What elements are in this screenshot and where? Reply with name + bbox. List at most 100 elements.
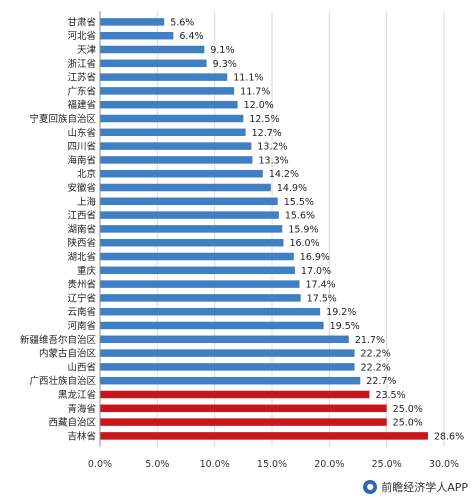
bar: [100, 114, 244, 123]
category-label: 天津: [77, 45, 97, 56]
value-label: 21.7%: [355, 335, 385, 346]
bar: [100, 100, 238, 109]
category-label: 云南省: [67, 306, 96, 318]
value-label: 19.2%: [326, 307, 356, 318]
wechat-style-badge-icon: ●: [363, 480, 378, 494]
bar: [100, 376, 361, 385]
bar: [100, 307, 321, 316]
bar: [100, 390, 370, 399]
category-labels: 甘肃省河北省天津浙江省江苏省广东省福建省宁夏回族自治区山东省四川省海南省北京安徽…: [20, 16, 97, 442]
value-label: 22.2%: [361, 362, 391, 373]
value-label: 17.0%: [301, 266, 331, 277]
value-label: 14.2%: [269, 169, 299, 180]
category-label: 安徽省: [67, 182, 96, 194]
x-tick-label: 25.0%: [372, 459, 402, 470]
value-label: 6.4%: [179, 31, 203, 42]
category-label: 福建省: [67, 99, 96, 111]
bar: [100, 238, 284, 247]
value-label: 13.2%: [257, 142, 287, 153]
bar: [100, 432, 428, 440]
value-label: 12.5%: [249, 114, 279, 125]
category-label: 陕西省: [67, 237, 96, 249]
category-label: 贵州省: [67, 279, 96, 291]
value-label: 5.6%: [170, 17, 194, 28]
category-label: 新疆维吾尔自治区: [20, 334, 97, 346]
category-label: 山西省: [67, 361, 96, 373]
bars: [100, 18, 428, 440]
x-axis-ticks: 0.0% 5.0% 10.0% 15.0% 20.0% 25.0% 30.0%: [88, 459, 459, 470]
value-label: 14.9%: [277, 183, 307, 194]
bar: [100, 18, 165, 26]
category-label: 北京: [77, 168, 96, 180]
bar: [100, 59, 207, 68]
value-label: 9.1%: [210, 45, 234, 56]
bar: [100, 404, 387, 413]
category-label: 青海省: [67, 403, 96, 415]
category-label: 广西壮族自治区: [29, 375, 96, 387]
category-label: 四川省: [67, 141, 96, 153]
x-tick-label: 5.0%: [145, 459, 169, 470]
category-label: 甘肃省: [67, 16, 96, 28]
bar: [100, 183, 271, 192]
value-label: 16.9%: [300, 252, 330, 263]
x-tick-label: 30.0%: [429, 459, 459, 470]
category-label: 黑龙江省: [58, 389, 96, 401]
category-label: 广东省: [67, 85, 96, 97]
value-label: 12.7%: [252, 128, 282, 139]
category-label: 江西省: [67, 210, 96, 222]
bar: [100, 280, 300, 288]
value-label: 23.5%: [375, 390, 405, 401]
x-tick-label: 10.0%: [200, 459, 230, 470]
value-label: 22.2%: [361, 349, 391, 360]
bar: [100, 335, 349, 344]
bar: [100, 31, 174, 40]
value-label: 15.6%: [285, 211, 315, 222]
bar: [100, 225, 283, 233]
category-label: 辽宁省: [67, 292, 96, 304]
footer-brand: ● 前瞻经济学人APP: [363, 479, 468, 495]
category-label: 山东省: [67, 127, 96, 139]
category-label: 河南省: [67, 320, 96, 332]
bar: [100, 211, 279, 219]
category-label: 内蒙古自治区: [39, 348, 97, 360]
bar: [100, 142, 252, 150]
bar: [100, 169, 263, 178]
x-tick-label: 15.0%: [257, 459, 287, 470]
value-label: 12.0%: [244, 100, 274, 111]
category-label: 湖北省: [67, 251, 96, 263]
value-label: 15.9%: [288, 224, 318, 235]
category-label: 上海: [77, 196, 97, 208]
value-label: 11.1%: [233, 73, 263, 84]
category-label: 重庆: [77, 265, 97, 277]
value-label: 13.3%: [259, 155, 289, 166]
bar: [100, 45, 205, 54]
bar: [100, 266, 295, 275]
category-label: 江苏省: [67, 72, 96, 84]
category-label: 浙江省: [67, 58, 96, 70]
bar: [100, 252, 294, 261]
value-label: 19.5%: [330, 321, 360, 332]
category-label: 河北省: [67, 30, 96, 42]
category-label: 海南省: [67, 154, 96, 166]
value-label: 22.7%: [366, 376, 396, 387]
bar: [100, 128, 246, 137]
value-label: 25.0%: [393, 404, 423, 415]
bar: [100, 363, 355, 371]
category-label: 湖南省: [67, 223, 96, 235]
value-label: 16.0%: [289, 238, 319, 249]
bar: [100, 349, 355, 357]
footer-brand-text: 前瞻经济学人APP: [381, 481, 468, 494]
x-tick-label: 0.0%: [88, 459, 112, 470]
value-label: 17.4%: [306, 280, 336, 291]
bar: [100, 418, 387, 426]
bar: [100, 197, 278, 206]
bar: [100, 294, 301, 302]
category-label: 吉林省: [67, 430, 96, 442]
value-label: 11.7%: [240, 86, 270, 97]
category-label: 宁夏回族自治区: [29, 113, 96, 125]
value-label: 25.0%: [393, 418, 423, 429]
value-label: 15.5%: [284, 197, 314, 208]
value-labels: 5.6% 6.4% 9.1% 9.3% 11.1% 11.7% 12.0% 12.5% 12.7…: [170, 17, 464, 442]
value-label: 28.6%: [434, 431, 464, 442]
